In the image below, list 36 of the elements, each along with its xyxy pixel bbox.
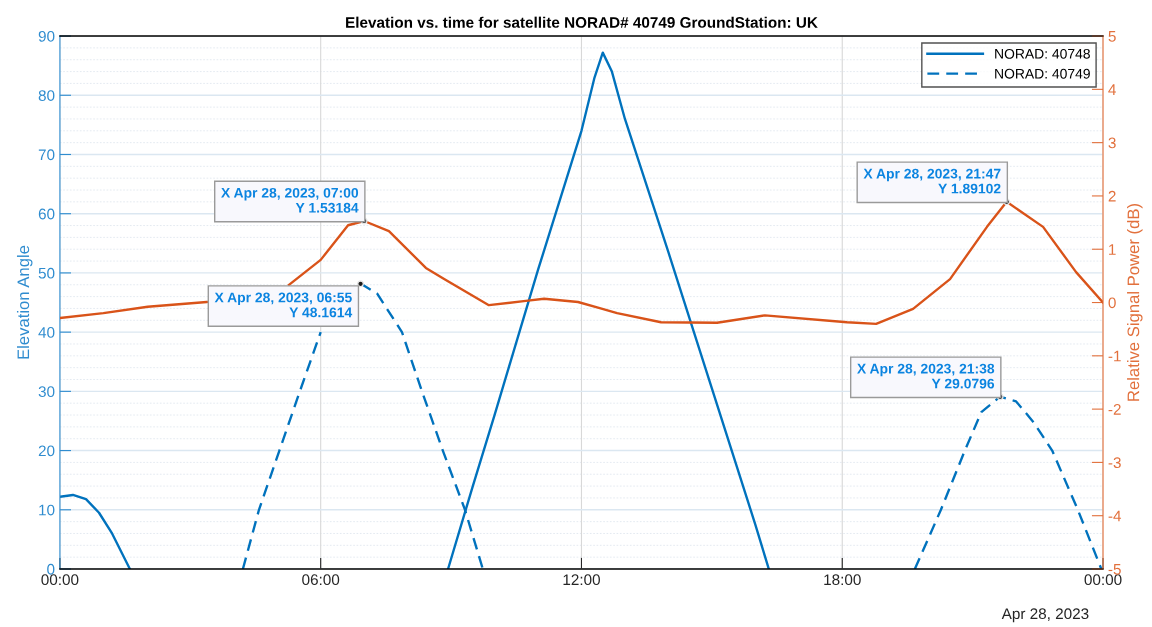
y-tick-label: 60	[38, 208, 55, 220]
x-tick-label: 12:00	[563, 574, 600, 586]
x-tick-label: 00:00	[1084, 574, 1122, 586]
y2-tick-label: 2	[1108, 190, 1116, 202]
y-axis-title: Elevation Angle	[16, 245, 33, 359]
y-tick-label: 30	[38, 386, 55, 398]
y2-tick-label: -3	[1108, 457, 1121, 469]
annotation: X Apr 28, 2023, 21:47 Y 1.89102	[863, 168, 1001, 194]
annotation: X Apr 28, 2023, 06:55 Y 48.1614	[214, 292, 353, 318]
y-tick-label: 20	[38, 445, 55, 457]
y2-tick-label: 0	[1108, 297, 1116, 309]
x-tick-label: 00:00	[41, 574, 79, 586]
y-tick-label: 0	[47, 563, 55, 575]
y-tick-label: 90	[38, 30, 55, 42]
text: Apr 28, 2023	[1001, 608, 1089, 623]
y-tick-label: 10	[39, 504, 55, 516]
x-tick-label: 18:00	[824, 574, 861, 586]
y2-tick-label: -2	[1108, 403, 1121, 415]
y-tick-label: 70	[38, 149, 55, 161]
legend-label: NORAD: 40749	[995, 68, 1090, 79]
y2-tick-label: 1	[1109, 244, 1116, 255]
y2-tick-label: 4	[1108, 84, 1116, 95]
annotation: X Apr 28, 2023, 07:00 Y 1.53184	[221, 187, 359, 213]
annotation: X Apr 28, 2023, 21:38 Y 29.0796	[857, 363, 995, 389]
y2-tick-label: -4	[1108, 510, 1122, 522]
legend-label: NORAD: 40748	[995, 48, 1090, 59]
y2-tick-label: -5	[1108, 564, 1121, 575]
y2-tick-label: -1	[1108, 350, 1121, 362]
x-tick-label: 06:00	[302, 574, 340, 586]
y2-tick-label: 5	[1108, 31, 1116, 42]
chart-title: Elevation vs. time for satellite NORAD# 40749 GroundStation: UK	[346, 16, 818, 28]
y2-axis-title: Relative Signal Power (dB)	[1127, 203, 1143, 401]
y-tick-label: 80	[38, 90, 55, 101]
y-tick-label: 50	[38, 267, 55, 279]
y2-tick-label: 3	[1108, 137, 1116, 149]
y-tick-label: 40	[38, 327, 55, 338]
